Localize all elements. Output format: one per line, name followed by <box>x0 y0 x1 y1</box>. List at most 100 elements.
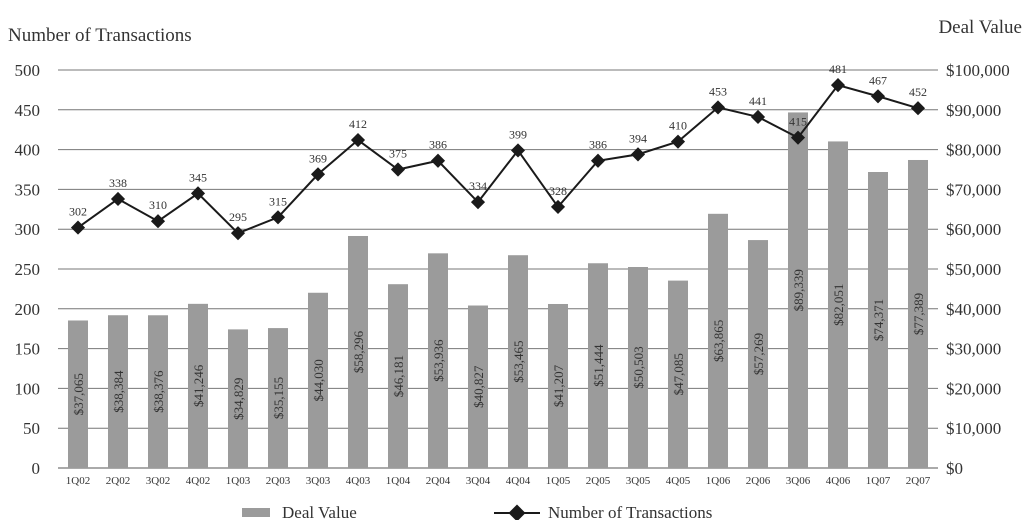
bar-data-label: $58,296 <box>351 330 366 373</box>
point-data-label: 481 <box>829 62 847 76</box>
bar <box>668 280 688 468</box>
bar <box>748 240 768 468</box>
point-data-label: 338 <box>109 176 127 190</box>
legend: Deal Value Number of Transactions <box>242 503 712 520</box>
x-tick-label: 3Q05 <box>626 475 651 487</box>
right-tick-label: $70,000 <box>946 180 1001 199</box>
x-tick-label: 2Q03 <box>266 475 291 487</box>
transactions-line <box>77 83 919 235</box>
bar <box>588 263 608 468</box>
x-axis: 1Q02 2Q02 3Q02 4Q02 1Q03 2Q03 3Q03 4Q03 1Q04 2Q04… <box>66 475 931 487</box>
left-tick-label: 100 <box>15 379 41 398</box>
bar <box>708 213 728 468</box>
x-tick-label: 1Q07 <box>866 475 891 487</box>
point-marker <box>270 210 286 225</box>
right-tick-label: $50,000 <box>946 260 1001 279</box>
bar <box>548 303 568 468</box>
point-data-label: 453 <box>709 84 727 98</box>
point-data-label: 310 <box>149 198 167 212</box>
bar-data-label: $57,269 <box>751 333 766 375</box>
right-tick-label: $10,000 <box>946 419 1001 438</box>
x-tick-label: 4Q02 <box>186 475 210 487</box>
left-tick-label: 150 <box>15 340 41 359</box>
point-marker <box>150 214 166 229</box>
x-tick-label: 4Q04 <box>506 475 531 487</box>
point-data-label: 410 <box>669 119 687 133</box>
left-tick-label: 50 <box>23 419 40 438</box>
bar-data-label: $40,827 <box>471 365 486 408</box>
point-marker <box>830 78 846 93</box>
bar-data-label: $89,339 <box>791 269 806 311</box>
x-tick-label: 1Q03 <box>226 475 251 487</box>
point-data-label: 375 <box>389 147 407 161</box>
left-tick-label: 250 <box>15 260 41 279</box>
right-tick-label: $0 <box>946 459 963 478</box>
left-tick-label: 500 <box>15 61 41 80</box>
bar <box>508 255 528 468</box>
point-data-label: 452 <box>909 85 927 99</box>
bar-data-label: $51,444 <box>591 344 606 387</box>
point-marker <box>790 130 806 145</box>
point-data-label: 315 <box>269 194 287 208</box>
point-marker <box>910 101 926 116</box>
bar <box>868 172 888 468</box>
point-marker <box>70 220 86 235</box>
bar-data-label: $37,065 <box>71 373 86 415</box>
bar-data-label: $63,865 <box>711 320 726 362</box>
right-tick-label: $40,000 <box>946 300 1001 319</box>
point-data-label: 328 <box>549 184 567 198</box>
point-data-label: 441 <box>749 94 767 108</box>
x-tick-label: 3Q02 <box>146 475 170 487</box>
bar-data-label: $38,384 <box>111 370 126 413</box>
bar-data-label: $46,181 <box>391 355 406 397</box>
point-marker <box>870 89 886 104</box>
right-tick-label: $100,000 <box>946 61 1010 80</box>
bar-data-label: $53,465 <box>511 340 526 382</box>
point-data-label: 386 <box>589 138 607 152</box>
point-data-label: 369 <box>309 151 327 165</box>
x-tick-label: 1Q02 <box>66 475 90 487</box>
x-tick-label: 2Q04 <box>426 475 451 487</box>
bar <box>148 315 168 468</box>
bar <box>908 159 928 469</box>
point-marker <box>630 147 646 162</box>
legend-marker-transactions <box>508 504 526 520</box>
point-marker <box>710 100 726 115</box>
point-marker <box>670 134 686 149</box>
point-marker <box>350 132 366 148</box>
bar-data-label: $35,155 <box>271 377 286 419</box>
bar <box>348 235 368 468</box>
x-tick-label: 4Q03 <box>346 475 371 487</box>
bar-data-label: $41,207 <box>551 364 566 407</box>
point-marker <box>510 143 526 158</box>
legend-label-deal-value: Deal Value <box>282 503 357 520</box>
bar-data-label: $34,829 <box>231 378 246 420</box>
point-data-label: 394 <box>629 131 647 145</box>
bar <box>108 315 128 468</box>
point-marker <box>230 226 246 241</box>
bar-data-label: $44,030 <box>311 359 326 401</box>
bar <box>268 328 288 468</box>
legend-swatch-deal-value <box>242 508 270 517</box>
point-marker <box>550 199 566 214</box>
point-data-label: 415 <box>789 115 807 129</box>
right-tick-label: $30,000 <box>946 340 1001 359</box>
bar-series: $37,065 $38,384 $38,376 $41,246 $34,829 $35,1… <box>68 112 928 469</box>
right-y-axis: $0 $10,000 $20,000 $30,000 $40,000 $50,000 $60… <box>946 61 1010 478</box>
point-marker <box>470 195 486 210</box>
point-data-label: 295 <box>229 210 247 224</box>
right-tick-label: $90,000 <box>946 101 1001 120</box>
bar-data-label: $47,085 <box>671 353 686 395</box>
point-marker <box>110 191 126 207</box>
x-tick-label: 1Q06 <box>706 475 731 487</box>
x-tick-label: 1Q04 <box>386 475 411 487</box>
point-marker <box>430 153 446 168</box>
point-data-label: 334 <box>469 179 487 193</box>
x-tick-label: 3Q03 <box>306 475 331 487</box>
point-marker <box>310 167 326 182</box>
legend-label-transactions: Number of Transactions <box>548 503 712 520</box>
bar-data-label: $74,371 <box>871 299 886 341</box>
bar <box>468 305 488 468</box>
point-data-label: 467 <box>869 73 887 87</box>
